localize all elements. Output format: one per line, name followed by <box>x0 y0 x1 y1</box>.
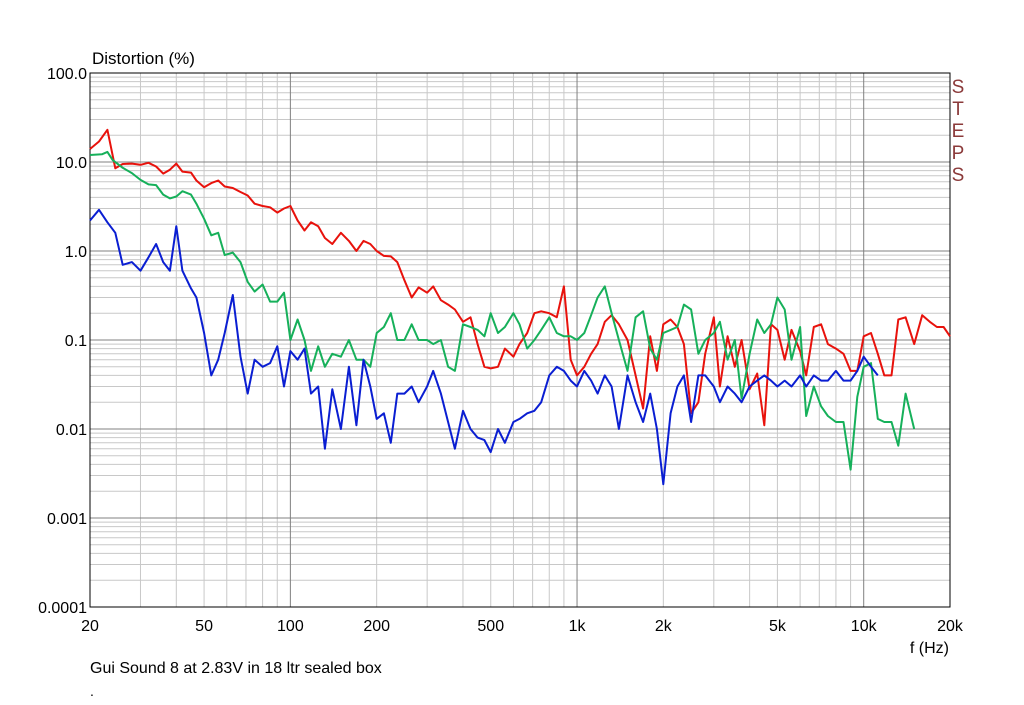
y-tick-label: 100.0 <box>47 66 87 83</box>
x-tick-label: 1k <box>569 618 587 635</box>
watermark-letter: S <box>952 77 965 98</box>
x-tick-label: 20 <box>81 618 99 635</box>
x-tick-label: 2k <box>655 618 673 635</box>
x-tick-label: 50 <box>195 618 213 635</box>
y-tick-label: 0.01 <box>56 422 87 439</box>
watermark-letter: E <box>952 121 965 142</box>
y-tick-label: 0.0001 <box>38 600 87 617</box>
series-line-3 <box>89 208 879 486</box>
watermark-letter: T <box>952 99 964 120</box>
x-axis-title: f (Hz) <box>910 640 949 657</box>
x-tick-label: 100 <box>277 618 304 635</box>
x-tick-labels: 20 50 100 200 500 1k 2k 5k 10k 20k <box>81 618 964 635</box>
y-tick-label: 0.001 <box>47 511 87 528</box>
x-tick-label: 20k <box>937 618 964 635</box>
y-tick-labels: 100.0 10.0 1.0 0.1 0.01 0.001 0.0001 <box>38 66 87 617</box>
x-tick-label: 5k <box>769 618 787 635</box>
series-line-2 <box>89 150 916 471</box>
series-layer <box>89 128 951 486</box>
y-tick-label: 0.1 <box>65 333 87 350</box>
x-tick-label: 10k <box>851 618 878 635</box>
x-tick-label: 500 <box>477 618 504 635</box>
chart-caption: Gui Sound 8 at 2.83V in 18 ltr sealed bo… <box>90 660 382 677</box>
y-tick-label: 1.0 <box>65 244 87 261</box>
watermark-letter: S <box>952 165 965 186</box>
watermark-letter: P <box>952 143 965 164</box>
plot-frame <box>89 72 951 608</box>
y-axis-title: Distortion (%) <box>92 49 195 68</box>
y-tick-label: 10.0 <box>56 155 87 172</box>
x-tick-label: 200 <box>363 618 390 635</box>
footnote: . <box>90 683 94 699</box>
